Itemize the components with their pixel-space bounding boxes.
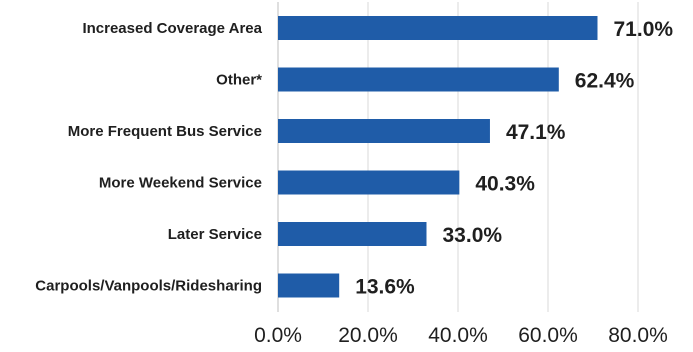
- category-labels: Increased Coverage Area Other* More Freque…: [35, 20, 262, 295]
- category-label: More Weekend Service: [99, 175, 262, 192]
- value-label: 13.6%: [355, 276, 415, 299]
- category-label: Carpools/Vanpools/Ridesharing: [35, 278, 262, 295]
- category-label: Later Service: [168, 226, 262, 243]
- x-tick-labels: 0.0% 20.0% 40.0% 60.0% 80.0%: [254, 324, 668, 347]
- category-label: More Frequent Bus Service: [68, 123, 262, 140]
- value-label: 33.0%: [443, 224, 503, 247]
- category-label: Increased Coverage Area: [82, 20, 262, 37]
- bar: [278, 119, 490, 143]
- x-tick-label: 20.0%: [338, 324, 398, 347]
- bar: [278, 273, 340, 298]
- bars: [278, 16, 598, 298]
- x-tick-label: 80.0%: [608, 324, 668, 347]
- value-label: 62.4%: [575, 70, 635, 93]
- value-labels: 71.0% 62.4% 47.1% 40.3% 33.0% 13.6%: [355, 18, 673, 299]
- value-label: 40.3%: [475, 173, 535, 196]
- bar: [278, 170, 460, 195]
- bar: [278, 67, 559, 92]
- value-label: 47.1%: [506, 121, 566, 144]
- value-label: 71.0%: [614, 18, 674, 41]
- grid-lines: [277, 2, 639, 312]
- category-label: Other*: [216, 72, 262, 89]
- bar: [278, 222, 427, 246]
- x-tick-label: 0.0%: [254, 324, 302, 347]
- x-tick-label: 60.0%: [518, 324, 578, 347]
- x-tick-label: 40.0%: [428, 324, 488, 347]
- bar: [278, 16, 598, 40]
